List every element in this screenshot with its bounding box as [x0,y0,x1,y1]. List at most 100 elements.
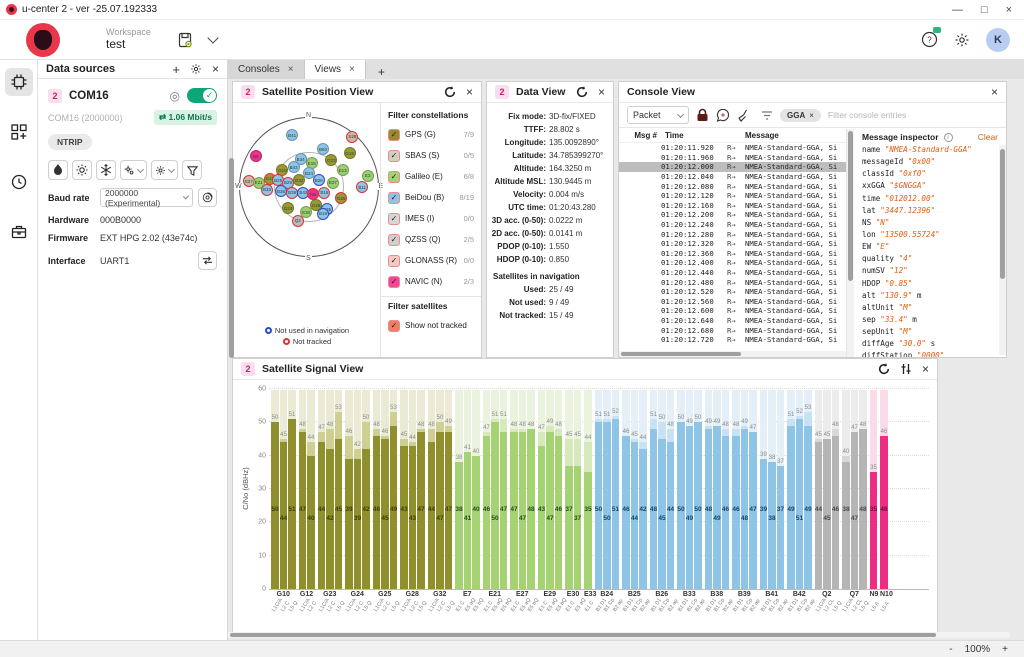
satellite-dot[interactable]: G32 [293,174,306,186]
constellation-checkbox[interactable]: ✓ [388,275,400,288]
lock-icon[interactable] [696,108,709,122]
constellation-checkbox[interactable]: ✓ [388,128,400,141]
console-row[interactable]: 01:20:12.720 R→ NMEA-Standard-GGA, Si [661,335,838,345]
tab-consoles-close-icon[interactable]: × [287,64,294,75]
signal-bar[interactable]: 50 50 B2 ap [694,390,707,613]
signal-bar[interactable]: 48 48 L5 Q [859,390,870,613]
signal-bar[interactable]: 45 37 E1 C [565,390,576,613]
tab-views[interactable]: Views × [304,60,366,79]
filter-chip-close-icon[interactable]: × [809,110,814,120]
signal-bar[interactable]: 48 44 L1C/A [427,390,441,613]
signal-bar[interactable]: 53 45 L5 Q [334,390,346,613]
signal-bar[interactable]: 47 46 E1 C [482,390,494,613]
signal-bar[interactable]: 41 41 E5 aQ [463,390,477,613]
signal-bar[interactable]: 45 43 L1C/A [400,390,413,613]
constellation-filter-item[interactable]: ✓ Galileo (E) 6/8 [388,166,474,187]
signal-bar[interactable]: 44 43 L2 C [408,390,420,613]
message-bubble-icon[interactable] [716,108,730,122]
filter-chip-gga[interactable]: GGA × [780,108,821,122]
ssv-refresh-icon[interactable] [878,363,890,375]
console-filter-input[interactable]: Filter console entries [827,110,907,120]
ssv-close-icon[interactable]: × [921,362,929,376]
save-workspace-icon[interactable] [177,32,193,48]
satellite-dot[interactable]: B39 [286,186,299,199]
console-row[interactable]: 01:20:12.280 R→ NMEA-Standard-GGA, Si [661,229,838,239]
signal-bar[interactable]: 51 49 B1 D1 [787,390,800,613]
signal-bar[interactable]: 45 37 E5 aQ [573,390,587,613]
console-row[interactable]: 01:20:12.160 R→ NMEA-Standard-GGA, Si [661,200,838,210]
add-data-source-icon[interactable]: + [172,61,180,77]
console-row[interactable]: 01:20:12.200 R→ NMEA-Standard-GGA, Si [661,210,838,220]
hot-start-button[interactable] [48,160,68,180]
signal-bar[interactable]: 45 45 L2 CL [823,390,836,613]
packet-select[interactable]: Packet [627,106,689,124]
signal-bar[interactable]: 40 38 L1C/A [842,390,855,613]
data-sources-close-icon[interactable]: × [211,62,219,76]
signal-bar[interactable]: 49 47 E5 aQ [546,390,559,613]
close-button[interactable]: × [1005,3,1012,16]
signal-bar[interactable]: 48 44 B2 ap [666,390,679,613]
signal-bar[interactable]: 47 47 B2 ap [749,390,762,613]
tab-consoles[interactable]: Consoles × [228,60,305,79]
signal-bar[interactable]: 44 35 E1 C [584,390,595,613]
maximize-button[interactable]: □ [980,3,988,16]
warm-start-button[interactable] [72,160,92,180]
console-row[interactable]: 01:20:12.320 R→ NMEA-Standard-GGA, Si [661,239,838,249]
satellite-dot[interactable]: G24 [282,202,294,214]
constellation-checkbox[interactable]: ✓ [388,254,400,267]
col-message[interactable]: Message [745,131,779,140]
user-avatar[interactable]: K [986,27,1010,52]
constellation-checkbox[interactable]: ✓ [388,212,400,225]
satellite-dot[interactable]: B60 [317,143,329,156]
satellite-dot[interactable]: G10 [276,164,289,177]
signal-bar[interactable]: 48 48 E5 bQ [527,390,540,613]
interface-swap-button[interactable] [198,251,217,270]
constellation-filter-item[interactable]: ✓ SBAS (S) 0/5 [388,145,474,166]
satellite-dot[interactable]: B24 [303,167,315,179]
configuration-dropdown-button[interactable] [120,160,147,180]
toolbox-icon[interactable] [5,218,33,246]
constellation-filter-item[interactable]: ✓ GLONASS (R) 0/0 [388,250,474,271]
signal-bar[interactable]: 49 48 B1 Cp [740,390,754,613]
generation-dropdown-button[interactable] [151,160,178,180]
signal-bar[interactable]: 49 48 B1 D1 [704,390,718,613]
signal-bar[interactable]: 48 47 E1 C [510,390,521,613]
col-msg[interactable]: Msg # [634,131,657,140]
console-row[interactable]: 01:20:12.120 R→ NMEA-Standard-GGA, Si [661,191,838,201]
console-h-scrollbar[interactable] [619,351,846,357]
history-clock-icon[interactable] [5,168,33,196]
spv-close-icon[interactable]: × [465,85,473,99]
spv-refresh-icon[interactable] [444,86,456,98]
signal-bar[interactable]: 46 45 L2 C [381,390,392,613]
console-row[interactable]: 01:20:11.920 R→ NMEA-Standard-GGA, Si [661,143,838,153]
signal-bar[interactable]: 51 50 B1 D1 [594,390,608,613]
signal-bar[interactable]: 51 48 B1 D1 [649,390,663,613]
inspector-v-scrollbar[interactable] [999,145,1006,355]
satellite-dot[interactable]: B42 [297,186,310,199]
device-connect-toggle[interactable] [187,88,217,103]
zoom-out-button[interactable]: - [949,643,953,655]
dv-close-icon[interactable]: × [597,85,605,99]
signal-bar[interactable]: 48 46 E5 bQ [554,390,568,613]
satellite-dot[interactable]: E13 [336,164,349,177]
satellite-dot[interactable]: B16 [318,186,331,199]
signal-bar[interactable]: 44 42 B2 ap [639,390,652,613]
settings-gear-icon[interactable] [954,32,970,48]
signal-bar[interactable]: 53 49 B2 ap [804,390,817,613]
satellite-dot[interactable]: G25 [335,192,348,205]
console-row[interactable]: 01:20:12.240 R→ NMEA-Standard-GGA, Si [661,220,838,230]
ssv-settings-sliders-icon[interactable] [900,363,912,375]
cold-start-button[interactable] [96,160,116,180]
zoom-in-button[interactable]: + [1002,643,1008,655]
console-row[interactable]: 01:20:12.520 R→ NMEA-Standard-GGA, Si [661,287,838,297]
workspace-name[interactable]: test [106,36,126,51]
satellite-dot[interactable]: E3 [361,169,374,182]
signal-bar[interactable]: 50 47 L2 C [436,390,447,613]
signal-bar[interactable]: 51 50 B1 Cp [603,390,616,613]
signal-bar[interactable]: 48 46 L1C/A [372,390,386,613]
console-row[interactable]: 01:20:12.680 R→ NMEA-Standard-GGA, Si [661,325,838,335]
signal-bar[interactable]: 49 47 L5 Q [444,390,456,613]
clear-broom-icon[interactable] [737,109,750,122]
signal-bar[interactable]: 47 44 L1C/A [317,390,331,613]
signal-bar[interactable]: 46 39 L1C/A [345,390,358,613]
